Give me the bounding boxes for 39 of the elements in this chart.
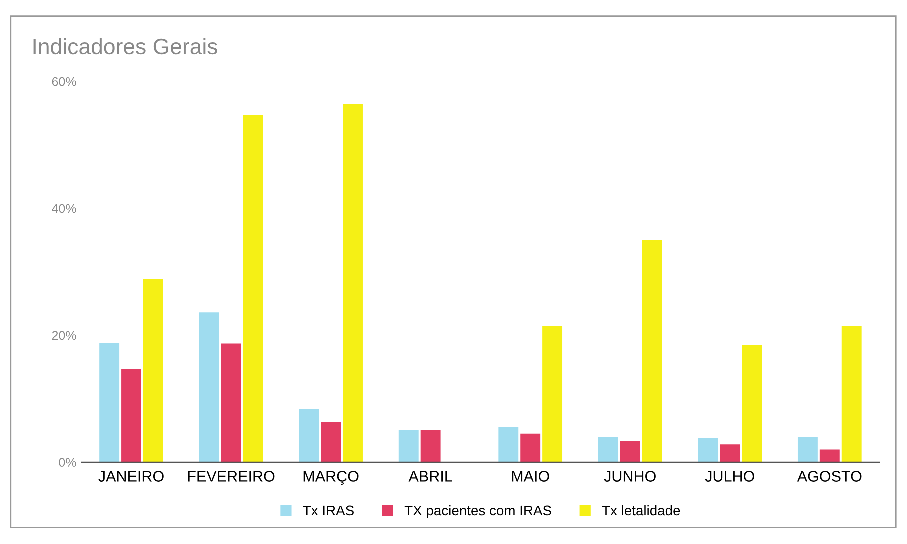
legend-label: Tx IRAS — [303, 506, 354, 516]
y-tick-label: 20% — [52, 331, 76, 340]
bar — [398, 430, 419, 462]
x-tick-label: JANEIRO — [98, 471, 164, 482]
legend-label: TX pacientes com IRAS — [404, 505, 552, 518]
bar — [299, 409, 320, 462]
legend-label: Tx letalidade — [602, 505, 680, 516]
x-tick-label: MARÇO — [304, 471, 359, 485]
bar — [720, 444, 740, 462]
bar — [542, 326, 563, 462]
bar — [520, 434, 541, 462]
bar — [598, 437, 618, 462]
bar — [642, 240, 662, 462]
bar — [620, 441, 640, 462]
bar — [199, 312, 220, 462]
bar — [343, 104, 363, 462]
y-tick-label: 60% — [52, 77, 76, 86]
bar — [420, 430, 441, 462]
y-tick-label: 40% — [52, 204, 76, 214]
bar — [698, 438, 718, 462]
bar — [143, 278, 164, 462]
x-tick-label: ABRIL — [408, 471, 452, 482]
x-tick-label: FEVEREIRO — [188, 471, 275, 482]
x-tick-label: JULHO — [705, 471, 754, 482]
x-tick-label: JUNHO — [604, 471, 656, 482]
bar — [100, 343, 120, 462]
bar — [243, 115, 264, 462]
x-tick-label: MAIO — [512, 471, 550, 482]
chart-title: Indicadores Gerais — [34, 38, 218, 55]
y-tick-label: 0% — [59, 458, 76, 468]
x-tick-label: AGOSTO — [797, 471, 862, 482]
bar — [842, 326, 862, 462]
bar — [321, 422, 342, 462]
bar — [820, 450, 840, 462]
bar — [798, 437, 818, 462]
bar — [221, 344, 242, 462]
bar — [742, 344, 762, 462]
bar — [122, 369, 142, 462]
bar — [498, 427, 519, 462]
